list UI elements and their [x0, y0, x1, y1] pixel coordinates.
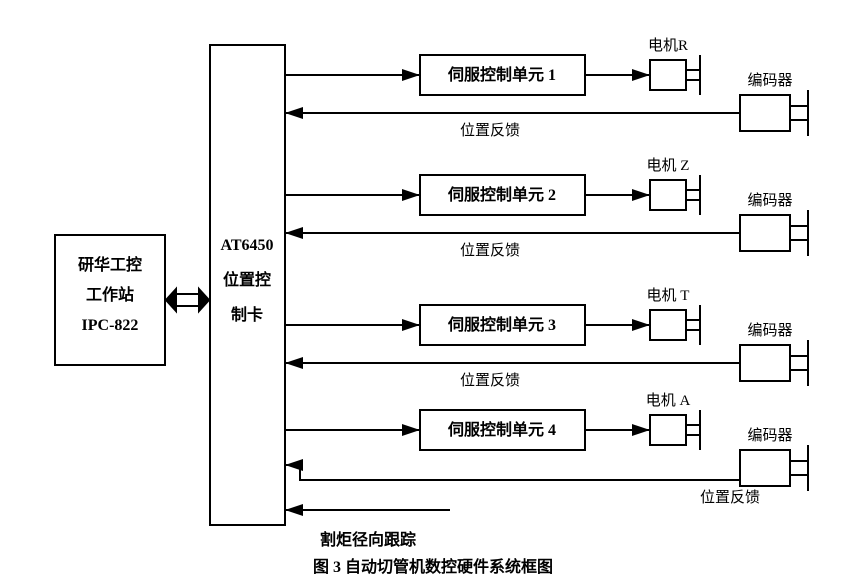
- encoder-1-icon: [740, 90, 808, 136]
- torch-label: 割炬径向跟踪: [320, 530, 416, 549]
- ipc-at6450-biarrow: [166, 289, 209, 311]
- servo3-text: 伺服控制单元 3: [447, 315, 556, 334]
- fb1-label: 位置反馈: [460, 122, 520, 139]
- arrow-fb4: [285, 465, 740, 480]
- encoder-1-label: 编码器: [747, 72, 792, 89]
- fb2-label: 位置反馈: [460, 242, 520, 259]
- servo1-text: 伺服控制单元 1: [447, 65, 556, 84]
- motor-Z-icon: [650, 175, 700, 215]
- ipc-line-2: IPC-822: [82, 317, 139, 334]
- encoder-2-icon: [740, 210, 808, 256]
- encoder-3-icon: [740, 340, 808, 386]
- encoder-2-label: 编码器: [747, 192, 792, 209]
- motor-R-icon: [650, 55, 700, 95]
- motor-T-label: 电机 T: [647, 287, 690, 304]
- at6450-line-1: 位置控: [223, 270, 271, 289]
- fb3-label: 位置反馈: [460, 372, 520, 389]
- encoder-4-label: 编码器: [747, 427, 792, 444]
- servo4-text: 伺服控制单元 4: [447, 420, 556, 439]
- figure-caption: 图 3 自动切管机数控硬件系统框图: [313, 557, 553, 576]
- servo2-text: 伺服控制单元 2: [447, 185, 556, 204]
- fb4-label: 位置反馈: [700, 489, 760, 506]
- ipc-line-1: 工作站: [86, 285, 134, 304]
- at6450-line-0: AT6450: [220, 237, 273, 254]
- motor-A-icon: [650, 410, 700, 450]
- encoder-3-label: 编码器: [747, 322, 792, 339]
- ipc-line-0: 研华工控: [78, 255, 142, 274]
- motor-A-label: 电机 A: [646, 392, 691, 409]
- motor-T-icon: [650, 305, 700, 345]
- encoder-4-icon: [740, 445, 808, 491]
- at6450-line-2: 制卡: [231, 305, 263, 324]
- motor-R-label: 电机R: [648, 37, 688, 54]
- motor-Z-label: 电机 Z: [647, 157, 690, 174]
